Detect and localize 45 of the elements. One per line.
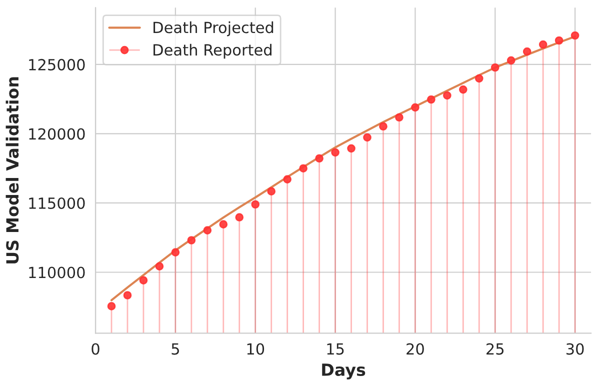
- point: [299, 164, 308, 173]
- point: [538, 40, 548, 49]
- legend-label: Death Reported: [154, 44, 272, 59]
- y-tick-label: 115000: [29, 197, 85, 210]
- point: [458, 85, 468, 94]
- point: [283, 175, 292, 184]
- point: [395, 113, 404, 122]
- point: [490, 63, 500, 72]
- point: [123, 291, 132, 300]
- point: [363, 133, 372, 142]
- point: [171, 248, 180, 256]
- point: [187, 236, 196, 244]
- point: [267, 187, 276, 196]
- point: [331, 148, 340, 157]
- y-tick-label: 120000: [29, 128, 85, 140]
- point: [251, 200, 260, 209]
- point: [235, 213, 244, 222]
- x-tick-label: 5: [172, 343, 179, 355]
- point: [155, 262, 164, 270]
- point: [379, 122, 388, 131]
- x-tick-label: 10: [247, 343, 264, 355]
- x-tick-label: 0: [92, 343, 100, 355]
- x-tick-label: 25: [486, 343, 504, 355]
- point: [427, 95, 436, 104]
- point: [474, 74, 484, 83]
- point: [570, 31, 580, 40]
- point: [443, 91, 452, 100]
- x-tick-label: 15: [327, 343, 344, 355]
- y-tick-label: 110000: [29, 266, 85, 278]
- x-tick-label: 30: [566, 343, 584, 355]
- point: [315, 154, 324, 163]
- point: [347, 144, 356, 153]
- point: [506, 56, 516, 65]
- y-axis-title: US Model Validation: [6, 77, 19, 264]
- legend-label: Death Projected: [154, 21, 274, 36]
- point: [522, 47, 532, 56]
- point: [139, 276, 148, 284]
- point: [554, 36, 564, 45]
- x-tick-label: 20: [406, 343, 424, 355]
- point: [219, 220, 228, 228]
- point: [203, 226, 212, 234]
- point: [411, 103, 420, 112]
- point: [107, 302, 116, 310]
- x-axis-title: Days: [322, 364, 366, 380]
- y-tick-label: 125000: [29, 58, 85, 70]
